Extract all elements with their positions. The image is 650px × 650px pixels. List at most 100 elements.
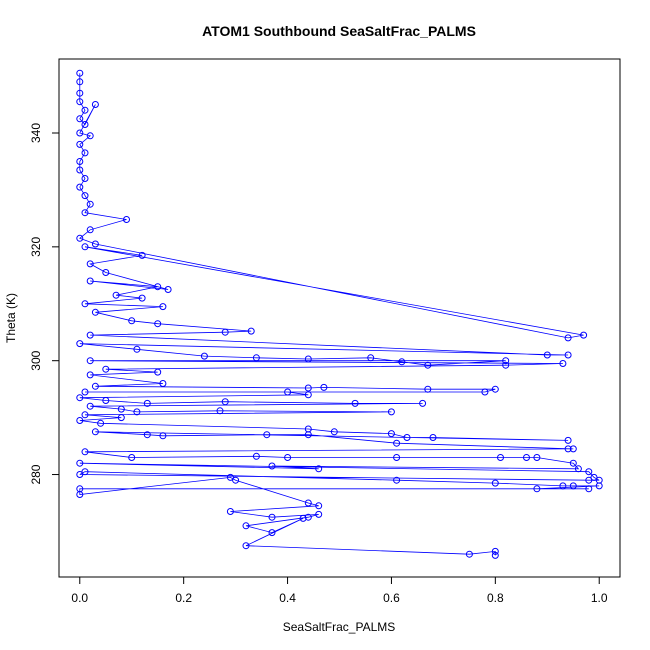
- data-point: [102, 397, 110, 404]
- data-point: [252, 354, 260, 362]
- plot-frame: [58, 58, 621, 578]
- data-point: [221, 398, 229, 406]
- data-point: [330, 428, 338, 436]
- data-point: [138, 251, 146, 259]
- data-point: [226, 508, 234, 515]
- data-point: [315, 465, 323, 473]
- data-point: [403, 434, 411, 441]
- data-point: [76, 166, 84, 174]
- data-point: [76, 491, 84, 498]
- data-point: [268, 529, 276, 537]
- data-point: [481, 388, 489, 396]
- y-axis-label: Theta (K): [4, 293, 18, 343]
- data-point: [491, 479, 499, 487]
- data-point: [91, 101, 99, 108]
- data-point: [595, 482, 603, 490]
- data-point: [569, 445, 577, 453]
- y-tick-label: 340: [29, 123, 43, 143]
- data-point: [393, 476, 401, 484]
- data-point: [387, 408, 395, 416]
- data-point: [76, 98, 84, 106]
- data-point: [252, 452, 260, 460]
- data-point: [585, 485, 593, 493]
- data-point: [81, 411, 89, 419]
- data-point: [559, 482, 567, 490]
- data-point: [268, 462, 276, 470]
- data-point: [117, 405, 125, 413]
- data-point: [304, 391, 312, 399]
- data-point: [102, 269, 110, 276]
- data-point: [247, 327, 255, 335]
- data-point: [86, 357, 94, 365]
- data-point: [123, 216, 130, 223]
- data-point: [424, 385, 432, 393]
- data-point: [564, 436, 572, 444]
- data-point: [284, 454, 292, 461]
- data-point: [76, 129, 84, 137]
- data-point: [81, 388, 89, 396]
- data-point: [76, 183, 84, 191]
- data-point: [86, 200, 94, 208]
- data-point: [86, 371, 94, 379]
- data-point: [226, 473, 234, 481]
- x-tick-label: 0.2: [175, 591, 192, 605]
- data-point: [569, 482, 577, 490]
- data-point: [232, 476, 240, 484]
- data-point: [315, 510, 323, 518]
- data-point: [429, 434, 437, 441]
- data-point: [304, 384, 312, 392]
- data-point: [128, 454, 136, 461]
- data-point: [569, 459, 577, 467]
- data-point: [164, 286, 172, 293]
- data-point: [76, 234, 84, 242]
- data-point: [86, 132, 94, 140]
- data-point: [559, 360, 567, 367]
- data-point: [585, 476, 593, 484]
- data-point: [91, 240, 99, 248]
- data-point: [284, 388, 292, 396]
- data-point: [523, 454, 530, 461]
- data-point: [133, 345, 141, 353]
- data-point: [76, 417, 84, 424]
- data-point: [138, 294, 146, 302]
- data-point: [533, 454, 541, 461]
- data-point: [491, 551, 499, 559]
- data-point: [76, 471, 84, 478]
- data-point: [304, 431, 312, 439]
- x-tick-label: 0.4: [279, 591, 296, 605]
- y-tick-label: 320: [29, 237, 43, 257]
- data-point: [154, 320, 162, 328]
- data-point: [564, 334, 572, 342]
- data-point: [315, 502, 323, 510]
- data-point: [154, 283, 162, 291]
- data-point: [268, 513, 276, 521]
- data-point: [117, 414, 125, 422]
- data-point: [154, 368, 162, 376]
- chart-title: ATOM1 Southbound SeaSaltFrac_PALMS: [202, 23, 476, 39]
- data-point: [91, 382, 99, 390]
- data-point: [112, 291, 120, 299]
- data-point: [398, 358, 406, 366]
- series-line: [79, 73, 600, 556]
- data-point: [133, 408, 141, 416]
- data-point: [263, 431, 271, 439]
- x-tick-label: 0.6: [383, 591, 400, 605]
- axes: 0.0 0.2 0.4 0.6 0.8 1.0 280 300 320 340: [29, 123, 608, 605]
- data-point: [491, 385, 499, 393]
- data-point: [419, 399, 427, 407]
- data-point: [574, 465, 582, 473]
- x-axis-label: SeaSaltFrac_PALMS: [283, 620, 396, 634]
- data-point: [502, 357, 510, 365]
- data-point: [102, 365, 110, 373]
- data-point: [304, 355, 312, 363]
- data-point: [76, 89, 84, 97]
- data-point: [590, 473, 598, 481]
- data-point: [304, 513, 312, 521]
- data-point: [143, 431, 151, 439]
- data-point: [159, 380, 167, 387]
- data-point: [86, 402, 94, 410]
- data-point: [393, 454, 401, 461]
- data-point: [76, 115, 84, 123]
- data-point: [76, 394, 84, 402]
- data-point: [502, 361, 510, 369]
